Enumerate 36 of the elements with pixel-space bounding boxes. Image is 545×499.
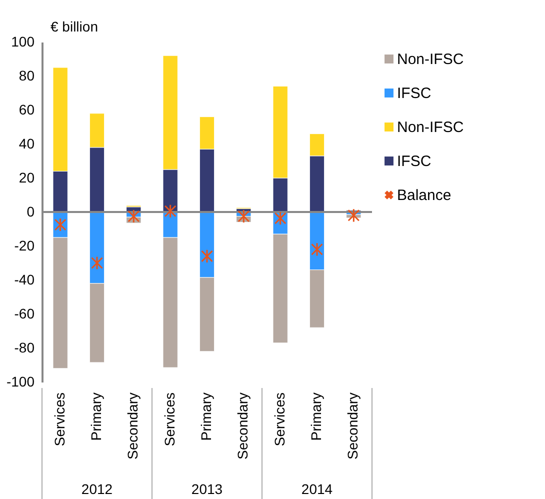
point [91, 256, 103, 270]
y-tick-label: -80 [14, 340, 35, 356]
y-tick-label: 40 [18, 136, 35, 152]
y-tick-label: 80 [18, 68, 35, 84]
legend-label: Balance [397, 187, 452, 204]
text: 2014 [301, 481, 333, 497]
y-axis-title: € billion [50, 18, 98, 34]
y-tick-label: 100 [11, 34, 35, 50]
x-tick-label: Primary [308, 392, 324, 441]
point [348, 208, 360, 222]
x-tick-label: Services [271, 392, 288, 446]
y-tick-label: 60 [18, 102, 35, 118]
legend-label: Non-IFSC [397, 119, 464, 136]
text: 2012 [81, 481, 113, 497]
legend-label: Non-IFSC [397, 51, 464, 68]
x-tick-label: Secondary [124, 392, 141, 460]
y-tick-label: 0 [26, 204, 35, 220]
legend-label: IFSC [397, 153, 432, 170]
x-tick-label: Secondary [344, 392, 361, 460]
y-tick-label: -40 [14, 272, 35, 288]
y-tick-label: 20 [18, 170, 35, 186]
x-tick-label: Services [51, 392, 68, 446]
y-tick-label: -20 [14, 238, 35, 254]
x-tick-label: Services [161, 392, 178, 446]
x-tick-label: Secondary [234, 392, 251, 460]
y-tick-label: -100 [6, 374, 35, 390]
point [311, 242, 323, 256]
point [164, 204, 176, 218]
legend-label: IFSC [397, 85, 432, 102]
y-tick-label: -60 [14, 306, 35, 322]
point [201, 249, 213, 264]
x-tick-label: Primary [88, 392, 104, 441]
text: 2013 [191, 481, 223, 497]
point [128, 209, 140, 224]
x-tick-label: Primary [198, 392, 214, 441]
point [238, 209, 250, 224]
